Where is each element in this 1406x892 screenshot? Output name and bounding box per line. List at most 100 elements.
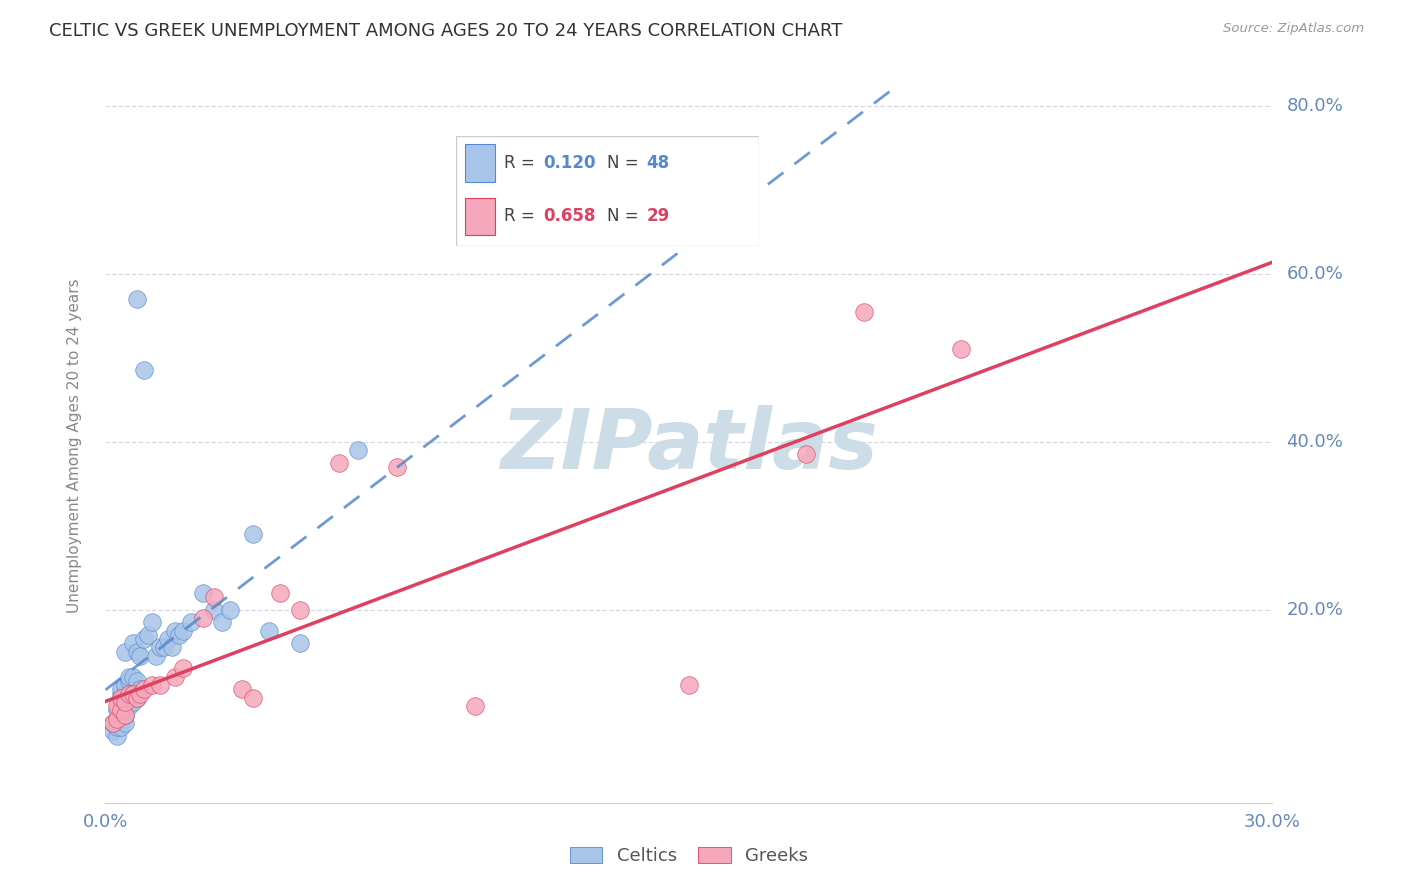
Point — [156, 632, 179, 646]
Point — [149, 640, 172, 655]
Point — [114, 687, 136, 701]
Point — [145, 648, 167, 663]
Point — [149, 678, 172, 692]
Point — [121, 670, 143, 684]
Point — [152, 640, 174, 655]
Point — [257, 624, 280, 638]
Point — [288, 603, 311, 617]
Point — [180, 615, 202, 630]
Point — [103, 716, 125, 731]
Text: 0.658: 0.658 — [544, 207, 596, 226]
Point — [347, 443, 370, 458]
Text: N =: N = — [607, 154, 644, 172]
Text: Source: ZipAtlas.com: Source: ZipAtlas.com — [1223, 22, 1364, 36]
Point — [118, 670, 141, 684]
Point — [103, 716, 125, 731]
Point — [202, 590, 225, 604]
Point — [105, 699, 128, 714]
Point — [191, 611, 214, 625]
Point — [114, 678, 136, 692]
Point — [242, 527, 264, 541]
Y-axis label: Unemployment Among Ages 20 to 24 years: Unemployment Among Ages 20 to 24 years — [67, 278, 82, 614]
Point — [852, 304, 875, 318]
Point — [950, 343, 973, 357]
Point — [211, 615, 233, 630]
FancyBboxPatch shape — [456, 136, 759, 246]
Point — [129, 682, 152, 697]
Point — [165, 670, 187, 684]
Point — [242, 690, 264, 705]
Point — [385, 460, 408, 475]
Point — [114, 645, 136, 659]
Point — [110, 703, 132, 717]
Point — [110, 682, 132, 697]
Point — [172, 624, 194, 638]
Point — [191, 586, 214, 600]
Point — [114, 695, 136, 709]
Point — [114, 695, 136, 709]
Text: 0.120: 0.120 — [544, 154, 596, 172]
Point — [105, 720, 128, 734]
Point — [121, 687, 143, 701]
Point — [202, 603, 225, 617]
Point — [114, 716, 136, 731]
Point — [288, 636, 311, 650]
Point — [169, 628, 191, 642]
Point — [118, 699, 141, 714]
Point — [118, 687, 141, 701]
Text: 48: 48 — [647, 154, 669, 172]
Point — [134, 632, 156, 646]
Point — [105, 729, 128, 743]
Point — [125, 690, 148, 705]
Point — [219, 603, 242, 617]
Point — [141, 678, 163, 692]
Legend: Celtics, Greeks: Celtics, Greeks — [562, 839, 815, 872]
FancyBboxPatch shape — [464, 197, 495, 235]
Text: 60.0%: 60.0% — [1286, 265, 1343, 283]
Text: ZIPatlas: ZIPatlas — [501, 406, 877, 486]
Point — [134, 682, 156, 697]
Text: 80.0%: 80.0% — [1286, 97, 1343, 115]
Point — [110, 695, 132, 709]
Point — [114, 707, 136, 722]
Point — [134, 363, 156, 377]
Point — [269, 586, 292, 600]
Point — [678, 678, 700, 692]
Point — [121, 636, 143, 650]
Point — [110, 687, 132, 701]
Point — [125, 645, 148, 659]
Point — [125, 292, 148, 306]
Point — [121, 687, 143, 701]
Point — [114, 707, 136, 722]
Text: 20.0%: 20.0% — [1286, 600, 1343, 619]
Point — [121, 695, 143, 709]
Point — [103, 724, 125, 739]
Point — [129, 687, 152, 701]
Point — [129, 648, 152, 663]
Point — [110, 690, 132, 705]
Point — [464, 699, 486, 714]
Point — [118, 687, 141, 701]
Point — [110, 707, 132, 722]
Point — [141, 615, 163, 630]
Text: CELTIC VS GREEK UNEMPLOYMENT AMONG AGES 20 TO 24 YEARS CORRELATION CHART: CELTIC VS GREEK UNEMPLOYMENT AMONG AGES … — [49, 22, 842, 40]
Point — [125, 690, 148, 705]
Point — [160, 640, 183, 655]
Point — [110, 720, 132, 734]
Text: R =: R = — [505, 207, 540, 226]
Point — [118, 674, 141, 689]
Point — [125, 674, 148, 689]
Point — [328, 456, 350, 470]
Point — [105, 712, 128, 726]
Point — [105, 703, 128, 717]
Text: 29: 29 — [647, 207, 669, 226]
Point — [231, 682, 253, 697]
Point — [172, 661, 194, 675]
Point — [165, 624, 187, 638]
Text: 40.0%: 40.0% — [1286, 433, 1343, 450]
Point — [794, 447, 817, 461]
FancyBboxPatch shape — [464, 145, 495, 182]
Point — [136, 628, 159, 642]
Text: R =: R = — [505, 154, 540, 172]
Text: N =: N = — [607, 207, 644, 226]
